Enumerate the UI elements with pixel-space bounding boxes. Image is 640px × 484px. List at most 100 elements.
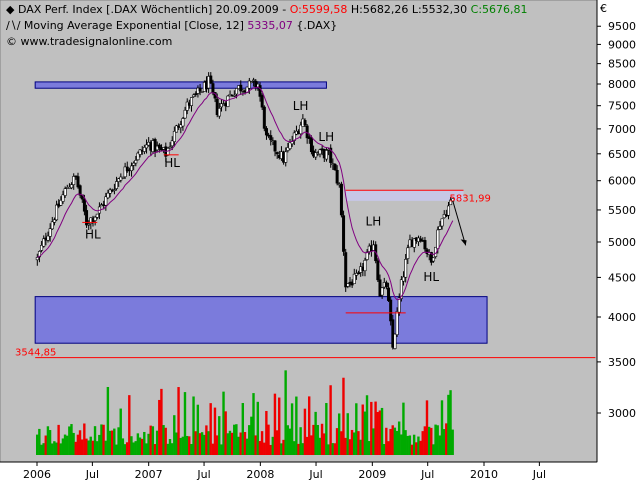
candles-layer <box>35 72 455 350</box>
candle-body <box>286 147 290 151</box>
volume-bar <box>267 424 270 455</box>
volume-bar <box>320 423 324 455</box>
candle-body <box>249 81 253 83</box>
volume-bar <box>93 426 97 455</box>
volume-bar <box>350 429 354 455</box>
volume-bar <box>198 433 202 455</box>
volume-bar <box>237 436 240 455</box>
volume-bar <box>215 435 219 455</box>
volume-bar <box>153 444 157 455</box>
candle-body <box>185 101 189 111</box>
y-tick-label: 8000 <box>608 78 636 91</box>
candle-body <box>423 240 427 250</box>
annotation-lh: LH <box>366 215 382 229</box>
resistance-zone-1 <box>34 81 327 89</box>
volume-bar <box>355 403 358 455</box>
volume-bar <box>65 435 69 455</box>
volume-bar <box>241 403 245 455</box>
moving-average-line <box>37 86 454 301</box>
candle-body <box>200 91 204 93</box>
volume-bar <box>382 444 386 455</box>
x-tick-label: Jul <box>532 468 546 480</box>
candle-body <box>226 95 230 107</box>
volume-bar <box>260 431 264 455</box>
volume-bar <box>228 430 232 455</box>
volume-bar <box>87 440 90 455</box>
annotations-layer: HL HL LH LH LH HL <box>85 99 467 284</box>
candle-body <box>269 135 273 141</box>
y-tick-label: 9000 <box>608 38 636 51</box>
candle-body <box>192 94 196 97</box>
volume-bar <box>372 428 375 455</box>
volume-bar <box>57 424 60 455</box>
level-label-1: 5831,99 <box>450 193 491 204</box>
volume-bar <box>307 396 311 455</box>
volume-bar <box>346 413 349 455</box>
candle-body <box>391 319 395 348</box>
candle-body <box>95 213 99 218</box>
y-tick-label: 4000 <box>608 311 636 324</box>
volume-bar <box>340 431 343 455</box>
volume-bar <box>412 434 416 455</box>
candle-body <box>342 215 346 252</box>
volume-bar <box>104 440 107 455</box>
candle-body <box>87 223 91 226</box>
volume-bar <box>393 427 397 455</box>
volume-bar <box>220 444 223 455</box>
volume-bar <box>284 370 287 455</box>
volume-bar <box>140 438 144 455</box>
volume-bar <box>203 434 206 455</box>
volume-bar <box>61 438 65 455</box>
y-tick-label: 9500 <box>608 20 636 33</box>
volume-bar <box>83 423 86 455</box>
volume-bar <box>38 428 41 455</box>
arrow-head-icon <box>460 239 467 246</box>
candle-body <box>134 160 138 164</box>
candle-body <box>352 273 356 284</box>
y-tick-label: 6500 <box>608 148 636 161</box>
candle-body <box>50 221 54 230</box>
volume-bar <box>423 426 427 455</box>
volume-bar <box>113 428 116 455</box>
candle-body <box>170 140 174 147</box>
volume-bar <box>145 443 148 455</box>
volume-bar <box>329 385 332 455</box>
candle-body <box>339 183 343 216</box>
volume-bar <box>333 443 337 455</box>
volume-bar <box>110 430 114 455</box>
volume-bar <box>218 416 221 455</box>
volume-bar <box>46 426 50 455</box>
volume-bar <box>68 426 71 455</box>
volume-bar <box>432 444 435 455</box>
candle-body <box>108 189 112 194</box>
candle-body <box>234 88 238 95</box>
candle-body <box>183 109 187 119</box>
volume-bar <box>95 441 99 455</box>
volume-bar <box>117 427 120 455</box>
x-tick-label: 2008 <box>246 468 274 480</box>
volume-bar <box>440 400 444 455</box>
candle-body <box>166 148 170 156</box>
volume-bar <box>222 391 225 455</box>
plot-area[interactable] <box>0 0 598 463</box>
volume-bar <box>248 425 251 455</box>
volume-bar <box>434 424 437 455</box>
volume-bar <box>106 386 110 455</box>
volume-bar <box>100 424 103 455</box>
legend: ◆ DAX Perf. Index [.DAX Wöchentlich] 20.… <box>6 3 528 48</box>
candle-body <box>262 106 266 129</box>
candle-body <box>357 272 361 275</box>
volume-bar <box>342 377 345 455</box>
volume-bar <box>327 444 330 455</box>
volume-bar <box>395 430 399 455</box>
candle-body <box>153 139 157 152</box>
x-tick-label: Jul <box>196 468 210 480</box>
volume-bar <box>213 407 217 455</box>
volume-bar <box>188 436 191 455</box>
volume-bar <box>359 439 362 455</box>
y-tick-label: 3500 <box>608 356 636 369</box>
candle-body <box>59 199 63 206</box>
volume-bar <box>63 434 67 455</box>
candle-body <box>217 108 221 117</box>
candle-body <box>46 235 50 241</box>
